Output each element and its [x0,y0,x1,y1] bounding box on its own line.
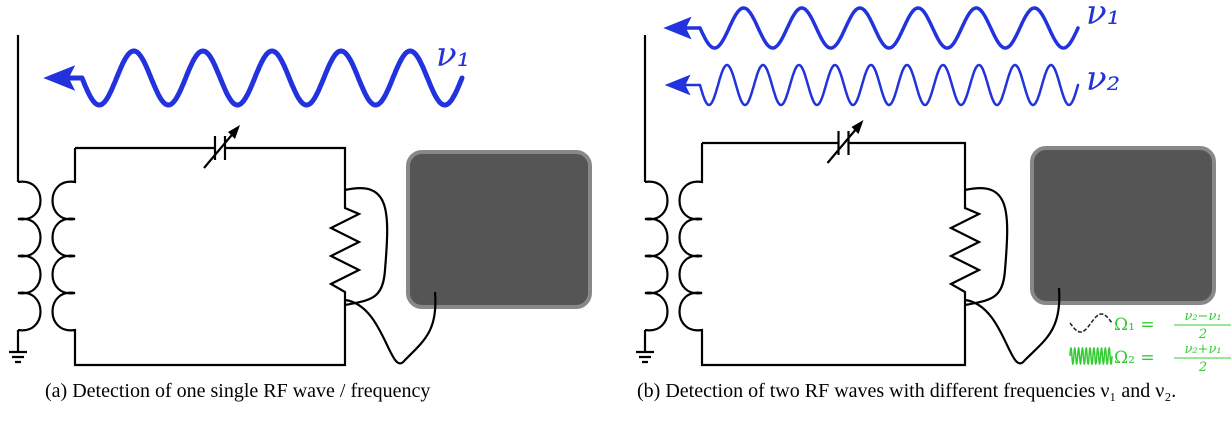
probe-wire [964,287,1061,365]
wave-label: ν₁ [1086,0,1120,33]
wire [702,141,967,190]
caption: (a) Detection of one single RF wave / fr… [45,380,431,402]
coil [51,148,347,367]
ground [9,350,27,364]
legend-icon [1069,346,1113,366]
probe-wire [344,291,437,365]
legend-denominator: 2 [1198,360,1207,375]
coil [17,180,42,332]
legend-denominator: 2 [1198,327,1207,342]
wire [75,146,347,190]
wave-label: ν₁ [436,35,470,75]
caption: (b) Detection of two RF waves with diffe… [637,380,1177,402]
legend-numerator: ν₂−ν₁ [1184,309,1221,324]
legend-lhs: Ω₁ = [1114,315,1155,335]
wave-arrow [43,65,82,91]
rf-wave [698,6,1080,50]
wave-arrow [664,74,700,96]
scope-body [1030,146,1216,305]
probe-wire [964,187,1009,307]
figure: ν₁ ν₁ ν₂ Ω₁ = ν₂−ν₁ 2 Ω₂ = ν₂+ν₁ 2 [9,0,1231,375]
ground [636,350,654,364]
coil [644,180,669,332]
coil [678,143,967,367]
legend-lhs: Ω₂ = [1114,348,1155,368]
scope-body [406,150,592,309]
wave-arrow [663,16,700,40]
legend-icon [1069,313,1113,333]
rf-wave [698,63,1080,107]
rf-wave [79,48,465,108]
resistor [948,190,982,300]
probe-wire [344,187,389,307]
wave-label: ν₂ [1086,59,1120,99]
legend-numerator: ν₂+ν₁ [1184,342,1221,357]
resistor [328,190,362,300]
